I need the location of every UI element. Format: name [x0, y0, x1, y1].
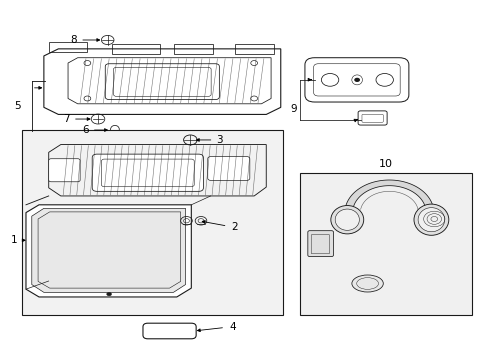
FancyBboxPatch shape — [307, 231, 333, 257]
FancyBboxPatch shape — [207, 157, 249, 180]
FancyBboxPatch shape — [92, 154, 203, 192]
FancyBboxPatch shape — [357, 111, 386, 125]
Ellipse shape — [351, 275, 383, 292]
Ellipse shape — [334, 209, 359, 230]
Bar — [234, 44, 273, 54]
Text: 9: 9 — [289, 104, 296, 114]
Bar — [49, 42, 87, 53]
Bar — [111, 44, 160, 54]
Text: 6: 6 — [82, 125, 89, 135]
Polygon shape — [32, 208, 185, 292]
Text: 8: 8 — [70, 35, 77, 45]
Ellipse shape — [417, 208, 444, 232]
Bar — [300, 173, 471, 315]
Bar — [174, 44, 213, 54]
Text: 7: 7 — [63, 114, 70, 124]
Polygon shape — [49, 145, 265, 196]
Text: 3: 3 — [216, 135, 223, 145]
FancyBboxPatch shape — [49, 159, 80, 182]
Ellipse shape — [330, 206, 363, 234]
Text: 5: 5 — [14, 100, 20, 111]
Polygon shape — [26, 205, 191, 297]
Text: 1: 1 — [11, 235, 17, 245]
Text: 10: 10 — [378, 159, 392, 169]
Bar — [22, 130, 283, 315]
FancyBboxPatch shape — [105, 64, 219, 100]
Circle shape — [106, 292, 111, 296]
Ellipse shape — [413, 204, 448, 235]
Circle shape — [353, 78, 359, 82]
Polygon shape — [345, 180, 432, 208]
FancyBboxPatch shape — [305, 58, 408, 102]
Text: 2: 2 — [230, 222, 237, 232]
Text: 4: 4 — [228, 323, 235, 332]
